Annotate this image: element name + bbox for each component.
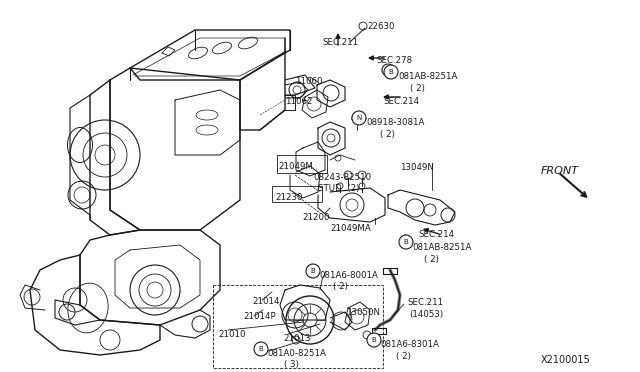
Circle shape xyxy=(399,235,413,249)
Text: 081A6-8301A: 081A6-8301A xyxy=(380,340,439,349)
Text: B: B xyxy=(310,268,316,274)
Text: STUD  (2): STUD (2) xyxy=(318,184,360,193)
Circle shape xyxy=(382,64,394,76)
Text: (14053): (14053) xyxy=(409,310,443,319)
Text: 081A6-8001A: 081A6-8001A xyxy=(319,271,378,280)
Text: 13049N: 13049N xyxy=(400,163,434,172)
Bar xyxy=(213,285,383,368)
Text: 08918-3081A: 08918-3081A xyxy=(366,118,424,127)
Circle shape xyxy=(384,65,398,79)
Text: 21014P: 21014P xyxy=(243,312,276,321)
Text: X2100015: X2100015 xyxy=(541,355,591,365)
Text: 21230: 21230 xyxy=(275,193,303,202)
Text: 21010: 21010 xyxy=(218,330,246,339)
Circle shape xyxy=(306,264,320,278)
Text: SEC.214: SEC.214 xyxy=(418,230,454,239)
Text: 21013: 21013 xyxy=(283,334,310,343)
Bar xyxy=(272,186,322,202)
Text: ( 2): ( 2) xyxy=(380,130,395,139)
Text: ( 3): ( 3) xyxy=(284,360,299,369)
Text: FRONT: FRONT xyxy=(541,166,579,176)
Text: B: B xyxy=(259,346,264,352)
Text: 11062: 11062 xyxy=(285,97,312,106)
Text: SEC.211: SEC.211 xyxy=(407,298,443,307)
Text: 21200: 21200 xyxy=(302,213,330,222)
Text: B: B xyxy=(388,69,394,75)
Text: 21014: 21014 xyxy=(252,297,280,306)
Circle shape xyxy=(367,333,381,347)
Text: 11060: 11060 xyxy=(295,77,323,86)
Text: ( 2): ( 2) xyxy=(424,255,439,264)
Text: B: B xyxy=(372,337,376,343)
Text: 08243-82510: 08243-82510 xyxy=(313,173,371,182)
Circle shape xyxy=(254,342,268,356)
Bar xyxy=(277,155,327,173)
Text: N: N xyxy=(356,115,362,121)
Text: 081AB-8251A: 081AB-8251A xyxy=(398,72,458,81)
Text: ( 2): ( 2) xyxy=(333,282,348,291)
Text: 21049M: 21049M xyxy=(278,162,313,171)
Text: SEC.278: SEC.278 xyxy=(376,56,412,65)
Text: 081A0-8251A: 081A0-8251A xyxy=(267,349,326,358)
Text: B: B xyxy=(404,239,408,245)
Text: SEC.211: SEC.211 xyxy=(322,38,358,47)
Text: 081AB-8251A: 081AB-8251A xyxy=(412,243,472,252)
Text: 22630: 22630 xyxy=(367,22,394,31)
Circle shape xyxy=(352,111,366,125)
Text: ( 2): ( 2) xyxy=(396,352,411,361)
Text: 13050N: 13050N xyxy=(346,308,380,317)
Text: SEC.214: SEC.214 xyxy=(383,97,419,106)
Text: ( 2): ( 2) xyxy=(410,84,425,93)
Text: 21049MA: 21049MA xyxy=(330,224,371,233)
